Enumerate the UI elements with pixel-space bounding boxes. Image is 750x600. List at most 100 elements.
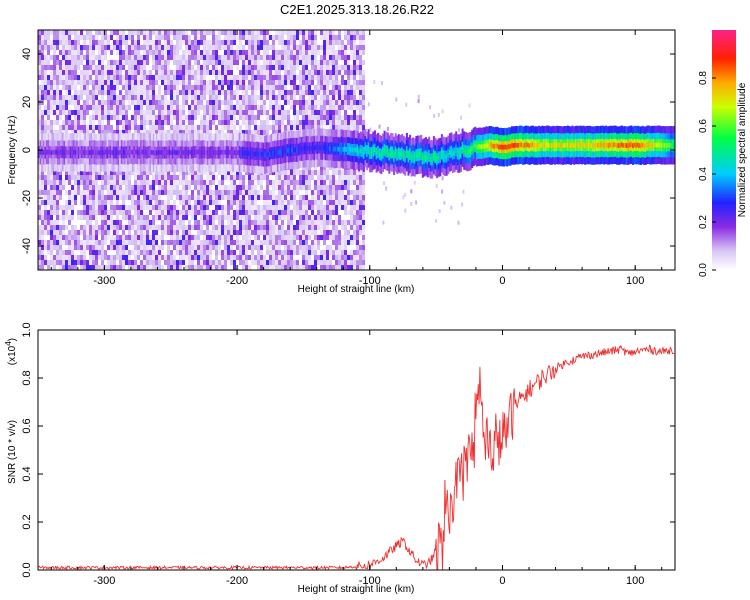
spectrogram-noise-cell (227, 245, 230, 250)
spectrogram-noise-cell (140, 220, 143, 225)
spectrogram-noise-cell (53, 65, 56, 70)
spectrogram-noise-cell (44, 245, 47, 250)
spectrogram-noise-cell (242, 235, 245, 240)
spectrogram-noise-cell (80, 200, 83, 205)
spectrogram-noise-cell (287, 215, 290, 220)
spectrogram-noise-cell (230, 90, 233, 95)
spectrogram-noise-cell (344, 120, 347, 125)
spectrogram-noise-cell (173, 245, 176, 250)
spectrogram-noise-cell (170, 250, 173, 255)
spectrogram-noise-cell (347, 265, 350, 270)
spectrogram-noise-cell (203, 40, 206, 45)
spectrogram-signal-cell (101, 150, 104, 155)
spectrogram-noise-cell (293, 210, 296, 215)
spectrogram-noise-cell (224, 170, 227, 175)
spectrogram-noise-cell (353, 230, 356, 235)
spectrogram-noise-cell (248, 105, 251, 110)
spectrogram-noise-cell (269, 60, 272, 65)
spectrogram-noise-cell (254, 185, 257, 190)
spectrogram-noise-cell (77, 120, 80, 125)
spectrogram-speckle (441, 109, 444, 114)
spectrogram-noise-cell (182, 95, 185, 100)
spectrogram-noise-cell (182, 175, 185, 180)
spectrogram-noise-cell (143, 50, 146, 55)
spectrogram-noise-cell (272, 125, 275, 130)
spectrogram-noise-cell (191, 190, 194, 195)
spectrogram-noise-cell (194, 50, 197, 55)
spectrogram-noise-cell (77, 100, 80, 105)
spectrogram-noise-cell (47, 250, 50, 255)
spectrogram-signal-cell (46, 149, 48, 155)
spectrogram-signal-cell (85, 150, 88, 156)
spectrogram-noise-cell (152, 180, 155, 185)
spectrogram-signal-cell (130, 149, 133, 155)
spectrogram-noise-cell (227, 115, 230, 120)
spectrogram-noise-cell (296, 60, 299, 65)
spectrogram-noise-cell (272, 240, 275, 245)
spectrogram-noise-cell (224, 75, 227, 80)
spectrogram-noise-cell (137, 190, 140, 195)
spectrogram-noise-cell (134, 220, 137, 225)
spectrogram-noise-cell (311, 260, 314, 265)
spectrogram-noise-cell (278, 30, 281, 35)
spectrogram-noise-cell (77, 35, 80, 40)
spectrogram-noise-cell (278, 180, 281, 185)
spectrogram-noise-cell (119, 240, 122, 245)
spectrogram-signal-cell (147, 149, 150, 155)
spectrogram-noise-cell (344, 175, 347, 180)
spectrogram-noise-cell (83, 265, 86, 270)
spectrogram-noise-cell (362, 170, 365, 175)
spectrogram-noise-cell (242, 175, 245, 180)
spectrogram-noise-cell (320, 215, 323, 220)
spectrogram-noise-cell (257, 65, 260, 70)
spectrogram-noise-cell (248, 110, 251, 115)
spectrogram-noise-cell (326, 80, 329, 85)
spectrogram-noise-cell (239, 170, 242, 175)
spectrogram-noise-cell (50, 185, 53, 190)
spectrogram-noise-cell (230, 85, 233, 90)
spectrogram-noise-cell (152, 225, 155, 230)
spectrogram-noise-cell (194, 205, 197, 210)
spectrogram-noise-cell (53, 70, 56, 75)
spectrogram-noise-cell (320, 30, 323, 35)
spectrogram-noise-cell (359, 250, 362, 255)
spectrogram-noise-cell (308, 55, 311, 60)
spectrogram-noise-cell (326, 205, 329, 210)
spectrogram-speckle (437, 112, 440, 117)
spectrogram-noise-cell (38, 180, 41, 185)
spectrogram-noise-cell (299, 210, 302, 215)
spectrogram-noise-cell (212, 35, 215, 40)
spectrogram-noise-cell (47, 85, 50, 90)
spectrogram-noise-cell (230, 190, 233, 195)
spectrogram-noise-cell (89, 35, 92, 40)
spectrogram-noise-cell (239, 210, 242, 215)
spectrogram-noise-cell (152, 255, 155, 260)
spectrogram-noise-cell (287, 75, 290, 80)
spectrogram-noise-cell (203, 130, 206, 135)
spectrogram-noise-cell (332, 50, 335, 55)
spectrogram-noise-cell (359, 180, 362, 185)
spectrogram-noise-cell (230, 250, 233, 255)
spectrogram-noise-cell (182, 35, 185, 40)
spectrogram-noise-cell (176, 185, 179, 190)
spectrogram-noise-cell (137, 205, 140, 210)
spectrogram-noise-cell (197, 200, 200, 205)
spectrogram-noise-cell (62, 75, 65, 80)
spectrogram-noise-cell (218, 260, 221, 265)
spectrogram-noise-cell (134, 255, 137, 260)
spectrogram-noise-cell (260, 225, 263, 230)
spectrogram-noise-cell (230, 255, 233, 260)
spectrogram-noise-cell (194, 35, 197, 40)
spectrogram-noise-cell (71, 190, 74, 195)
spectrogram-noise-cell (239, 245, 242, 250)
spectrogram-noise-cell (170, 185, 173, 190)
spectrogram-noise-cell (206, 230, 209, 235)
spectrogram-noise-cell (188, 180, 191, 185)
spectrogram-noise-cell (266, 40, 269, 45)
spectrogram-noise-cell (305, 125, 308, 130)
spectrogram-noise-cell (98, 120, 101, 125)
spectrogram-noise-cell (185, 215, 188, 220)
spectrogram-noise-cell (116, 265, 119, 270)
spectrogram-noise-cell (131, 40, 134, 45)
spectrogram-noise-cell (332, 100, 335, 105)
